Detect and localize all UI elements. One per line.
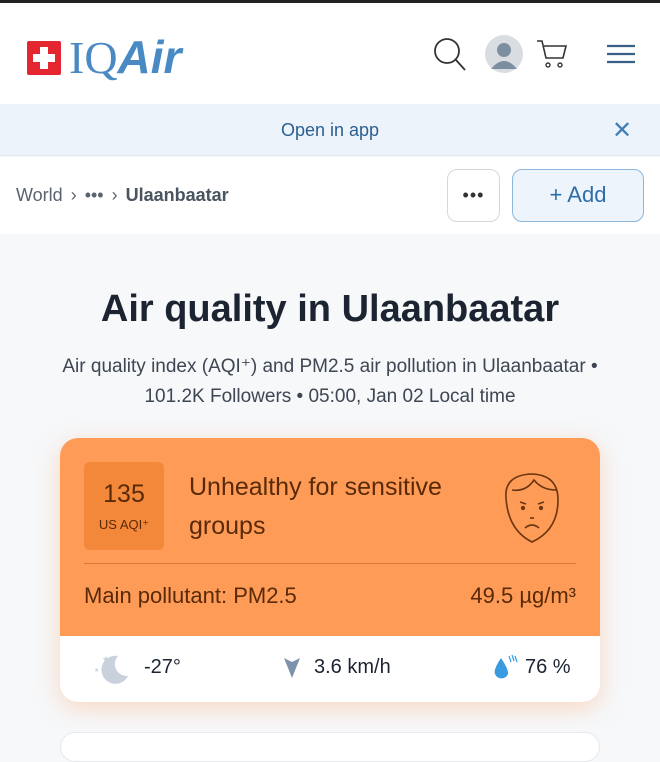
pollutant-concentration: 49.5 µg/m³ — [470, 583, 576, 608]
page-subtitle: Air quality index (AQI⁺) and PM2.5 air p… — [62, 356, 598, 407]
next-card — [60, 732, 600, 762]
avatar[interactable] — [485, 35, 523, 73]
humidity-icon — [494, 654, 518, 679]
chevron-right-icon: › — [111, 185, 118, 205]
add-button[interactable]: + Add — [512, 169, 644, 222]
open-in-app-link[interactable]: Open in app — [280, 120, 380, 140]
breadcrumb: World › ••• › Ulaanbaatar — [16, 185, 229, 206]
wind-speed: 3.6 km/h — [314, 656, 391, 678]
open-in-app-banner: Open in app ✕ — [0, 104, 660, 156]
iqair-logo[interactable]: IQAir — [27, 34, 181, 81]
moon-icon: ★★ — [94, 654, 128, 684]
status-bar — [0, 0, 660, 3]
wind-direction-icon — [284, 658, 300, 678]
aqi-card: 135 US AQI⁺ Unhealthy for sensitive group… — [60, 438, 600, 702]
breadcrumb-ellipsis[interactable]: ••• — [84, 185, 104, 205]
chevron-right-icon: › — [70, 185, 77, 205]
breadcrumb-world[interactable]: World — [16, 185, 63, 205]
temperature: -27° — [144, 656, 181, 678]
breadcrumb-current: Ulaanbaatar — [125, 185, 229, 205]
main-pollutant: Main pollutant: PM2.5 — [84, 583, 297, 608]
close-icon[interactable]: ✕ — [612, 117, 633, 144]
cart-icon[interactable] — [536, 38, 568, 70]
search-icon[interactable] — [433, 37, 467, 73]
page-title: Air quality in Ulaanbaatar — [100, 288, 560, 330]
aqi-status: Unhealthy for sensitive groups — [189, 473, 442, 540]
menu-icon[interactable] — [607, 43, 635, 65]
breadcrumb-bar: World › ••• › Ulaanbaatar ••• + Add — [0, 157, 660, 234]
aqi-badge: 135 US AQI⁺ — [84, 462, 164, 550]
sad-face-icon — [505, 473, 559, 543]
header: IQAir — [0, 3, 660, 104]
swiss-cross-icon — [27, 40, 61, 75]
divider — [84, 563, 576, 564]
more-options-button[interactable]: ••• — [447, 169, 500, 222]
svg-text:★: ★ — [94, 667, 99, 674]
svg-text:★: ★ — [102, 654, 110, 664]
humidity: 76 % — [525, 656, 571, 678]
